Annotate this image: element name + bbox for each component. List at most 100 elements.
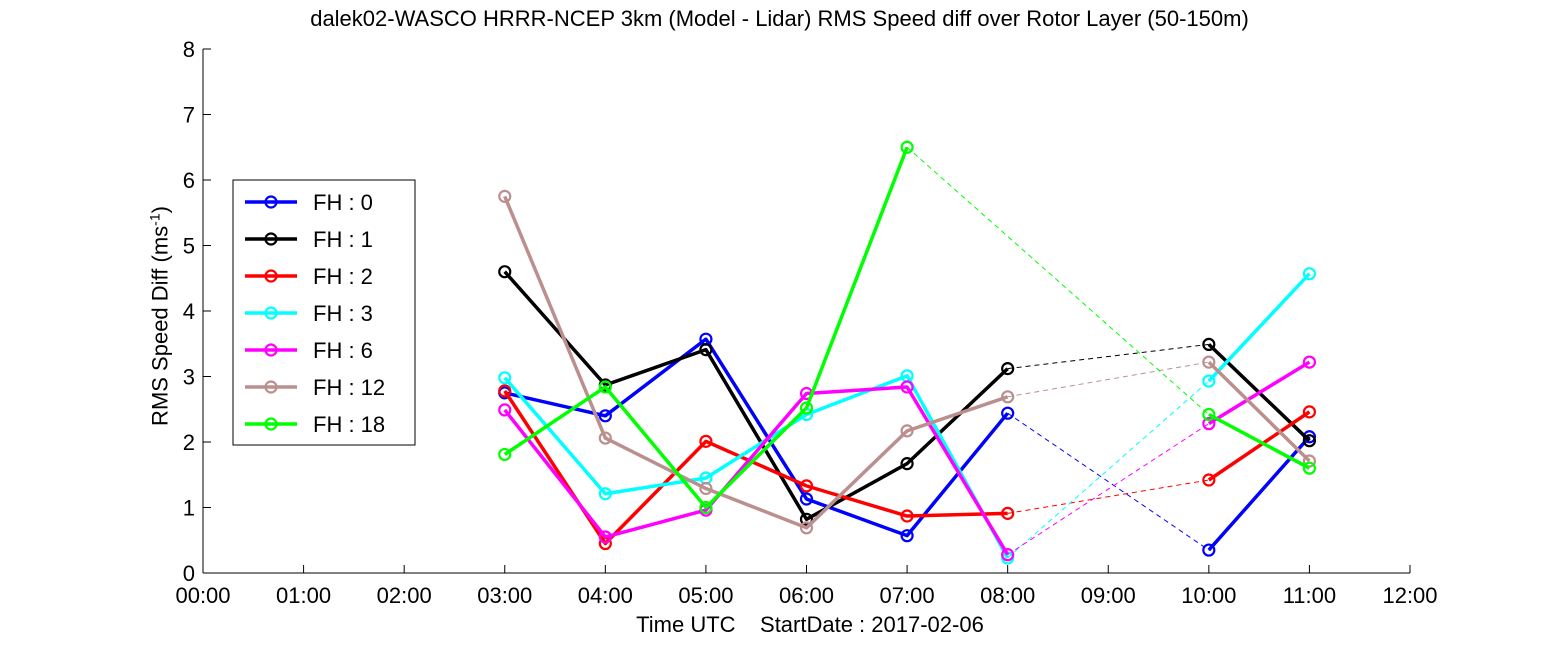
legend-item: FH : 0: [245, 190, 373, 215]
legend-label: FH : 1: [313, 227, 373, 252]
legend-label: FH : 3: [313, 301, 373, 326]
y-tick-label: 2: [183, 430, 195, 455]
legend-item: FH : 12: [245, 375, 385, 400]
series-fh18: [498, 140, 1317, 515]
x-tick-label: 01:00: [276, 583, 331, 608]
data-point: [1202, 355, 1216, 369]
y-tick-label: 7: [183, 103, 195, 128]
data-point: [1202, 337, 1216, 352]
legend-label: FH : 18: [313, 412, 385, 437]
legend-swatch-marker: [264, 417, 278, 431]
gap-connector: [1007, 423, 1210, 556]
data-point: [498, 189, 512, 203]
legend-swatch-marker: [264, 269, 278, 283]
data-point: [799, 479, 814, 493]
data-point: [498, 265, 512, 279]
legend-item: FH : 1: [245, 227, 373, 252]
gap-connector: [906, 146, 1210, 415]
series-fh2: [498, 384, 1317, 551]
y-tick-label: 8: [183, 37, 195, 62]
x-tick-label: 00:00: [175, 583, 230, 608]
data-point: [799, 401, 814, 415]
legend-swatch-marker: [264, 195, 278, 209]
data-point: [598, 431, 612, 445]
data-point: [1001, 406, 1015, 420]
x-tick-label: 09:00: [1081, 583, 1136, 608]
x-tick-label: 11:00: [1283, 583, 1336, 608]
legend-item: FH : 6: [245, 338, 373, 363]
data-point: [799, 512, 814, 526]
data-point: [1302, 434, 1317, 448]
data-point: [799, 521, 814, 535]
x-tick-label: 03:00: [477, 583, 532, 608]
series-line: [1207, 360, 1311, 463]
legend-item: FH : 2: [245, 264, 373, 289]
y-tick-label: 3: [183, 365, 195, 390]
series-fh3: [498, 267, 1317, 565]
data-point: [900, 380, 914, 394]
data-point: [699, 434, 713, 448]
data-point: [799, 492, 814, 506]
gap-connectors: [906, 146, 1210, 559]
series-line: [1207, 272, 1311, 383]
data-point: [1302, 267, 1317, 281]
data-point: [1202, 407, 1216, 422]
series-line: [1207, 410, 1311, 482]
gap-connector: [1007, 380, 1210, 559]
legend-label: FH : 2: [313, 264, 373, 289]
gap-connector: [1007, 361, 1209, 398]
series-line: [503, 195, 1009, 530]
data-point: [498, 371, 512, 385]
data-point: [598, 487, 612, 501]
legend-swatch-marker: [264, 380, 278, 394]
legend-item: FH : 3: [245, 301, 373, 326]
data-point: [900, 457, 914, 471]
y-tick-label: 0: [183, 561, 195, 586]
data-point: [598, 530, 612, 544]
data-point: [1202, 473, 1216, 487]
x-tick-label: 05:00: [678, 583, 733, 608]
data-point: [1202, 543, 1216, 557]
chart-title: dalek02-WASCO HRRR-NCEP 3km (Model - Lid…: [310, 6, 1249, 31]
x-tick-label: 07:00: [880, 583, 935, 608]
data-point: [1001, 362, 1015, 376]
data-point: [1001, 390, 1015, 404]
gap-connector: [1007, 412, 1210, 551]
series-line: [503, 270, 1009, 522]
x-tick-label: 06:00: [779, 583, 834, 608]
data-point: [498, 384, 512, 398]
legend-item: FH : 18: [245, 412, 385, 437]
x-axis-label: Time UTC StartDate : 2017-02-06: [636, 612, 984, 637]
y-tick-label: 5: [183, 234, 195, 259]
data-point: [900, 424, 914, 438]
data-point: [498, 403, 512, 417]
legend-swatch-marker: [264, 306, 278, 320]
data-point: [1202, 374, 1216, 388]
data-point: [1302, 405, 1317, 419]
y-tick-label: 4: [183, 299, 195, 324]
data-point: [598, 409, 612, 423]
series-line: [1207, 360, 1311, 426]
data-point: [498, 447, 512, 462]
series-fh12: [498, 189, 1317, 535]
data-point: [699, 343, 713, 357]
legend-swatch-marker: [264, 343, 278, 357]
data-point: [1001, 548, 1015, 562]
gap-connector: [1007, 343, 1209, 370]
data-point: [699, 500, 713, 515]
data-point: [1302, 355, 1317, 369]
data-point: [1302, 461, 1317, 475]
legend: FH : 0 FH : 1 FH : 2 FH : 3 FH : 6 FH : 12 FH …: [232, 179, 416, 446]
legend-label: FH : 6: [313, 338, 373, 363]
x-tick-label: 12:00: [1382, 583, 1437, 608]
legend-label: FH : 0: [313, 190, 373, 215]
legend-swatch-marker: [264, 232, 278, 246]
x-tick-label: 02:00: [377, 583, 432, 608]
data-point: [1001, 506, 1015, 520]
data-point: [699, 481, 713, 496]
series-line: [503, 385, 1010, 556]
data-point: [1202, 417, 1216, 431]
data-point: [598, 380, 612, 394]
gap-connector: [1007, 479, 1209, 514]
